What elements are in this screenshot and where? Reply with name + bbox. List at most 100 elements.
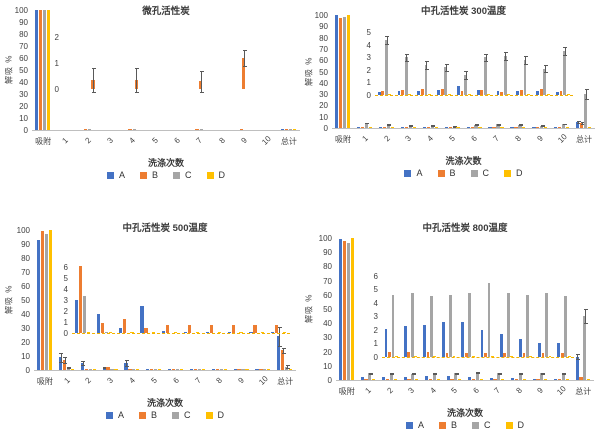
error-bar-cap bbox=[540, 126, 545, 128]
bar-series-C bbox=[464, 74, 467, 95]
bar-series-A bbox=[476, 89, 480, 95]
legend-swatch-C bbox=[472, 421, 480, 429]
error-bar-cap bbox=[523, 63, 528, 65]
error-bar-cap bbox=[575, 358, 580, 360]
error-bar-cap bbox=[365, 123, 370, 125]
bar-series-B bbox=[281, 350, 285, 370]
error-bar-cap bbox=[497, 372, 502, 374]
error-bar-cap bbox=[575, 354, 580, 356]
y-tick-label: 20 bbox=[323, 347, 332, 357]
bar-series-A bbox=[96, 314, 101, 333]
inset-y-tick-label: 5 bbox=[63, 274, 68, 284]
y-tick-label: 100 bbox=[16, 226, 30, 235]
error-bar-cap bbox=[563, 47, 568, 49]
bar-series-D bbox=[414, 356, 417, 357]
x-axis-title: 洗涤次数 bbox=[146, 398, 183, 408]
bar-series-D bbox=[452, 356, 456, 357]
bar-series-A bbox=[271, 331, 275, 333]
bar-series-C bbox=[583, 316, 587, 380]
plot-area bbox=[332, 15, 595, 129]
bar-series-A bbox=[575, 356, 579, 380]
y-tick-label: 80 bbox=[319, 33, 328, 43]
bar-series-B bbox=[450, 379, 454, 380]
bar-series-B bbox=[171, 369, 176, 370]
y-tick-label: 90 bbox=[319, 22, 328, 32]
bar-series-A bbox=[378, 127, 383, 128]
error-bar bbox=[64, 357, 66, 363]
bar-series-A bbox=[480, 329, 484, 357]
bar-series-B bbox=[209, 325, 213, 333]
bar-series-A bbox=[80, 363, 84, 370]
legend-label-C: C bbox=[184, 410, 191, 420]
chart-title: 微孔活性炭 bbox=[142, 6, 190, 17]
bar-series-C bbox=[219, 369, 223, 370]
bar-series-D bbox=[47, 10, 51, 130]
inset-baseline bbox=[72, 333, 290, 334]
y-tick-label: 90 bbox=[323, 248, 332, 258]
legend-item-D: D bbox=[206, 170, 225, 180]
error-bar-cap bbox=[562, 374, 567, 376]
inset-y-tick-label: 0 bbox=[63, 329, 68, 338]
legend: A B C D bbox=[336, 420, 594, 430]
bar-series-C bbox=[518, 373, 522, 380]
error-bar bbox=[426, 61, 428, 69]
inset-y-tick-label: 1 bbox=[373, 339, 378, 349]
legend-label-B: B bbox=[451, 420, 458, 430]
error-bar-cap bbox=[562, 123, 567, 125]
bar-series-D bbox=[395, 356, 398, 357]
error-bar bbox=[505, 52, 507, 60]
bar-series-C bbox=[545, 293, 548, 357]
legend-label-B: B bbox=[449, 168, 456, 178]
bar-series-B bbox=[493, 379, 497, 380]
bar-series-D bbox=[527, 94, 530, 95]
legend-item-D: D bbox=[504, 168, 523, 178]
y-tick-label: 0 bbox=[23, 126, 28, 135]
error-bar-cap bbox=[242, 65, 247, 67]
bar-series-B bbox=[150, 369, 154, 370]
error-bar-cap bbox=[67, 366, 72, 368]
error-bar-cap bbox=[103, 367, 108, 369]
bar-series-B bbox=[541, 352, 545, 357]
error-bar-cap bbox=[91, 91, 96, 93]
bar-series-B bbox=[580, 122, 584, 128]
error-bar bbox=[126, 360, 128, 366]
bar-series-A bbox=[417, 91, 421, 95]
bar-series-C bbox=[154, 369, 158, 370]
bar-series-D bbox=[388, 94, 392, 95]
y-tick-label: 70 bbox=[319, 44, 328, 54]
bar-series-C bbox=[564, 296, 568, 357]
bar-series-D bbox=[179, 369, 184, 370]
error-bar-cap bbox=[368, 372, 373, 374]
error-bar-cap bbox=[518, 124, 523, 126]
bar-series-B bbox=[83, 129, 88, 130]
legend-item-A: A bbox=[405, 420, 424, 430]
bar-series-A bbox=[211, 369, 215, 370]
error-bar bbox=[93, 68, 95, 92]
bar-series-C bbox=[104, 331, 108, 333]
error-bar-cap bbox=[464, 71, 469, 73]
legend-label-B: B bbox=[151, 410, 158, 420]
legend-swatch-A bbox=[105, 411, 113, 419]
error-bar-cap bbox=[484, 61, 489, 63]
bar-series-A bbox=[516, 91, 520, 95]
error-bar-cap bbox=[543, 64, 548, 66]
legend-swatch-D bbox=[504, 169, 512, 177]
bar-series-B bbox=[557, 379, 562, 380]
y-tick-label: 70 bbox=[21, 268, 30, 277]
bar-series-B bbox=[231, 325, 235, 333]
error-bar bbox=[465, 71, 467, 79]
y-tick-label: 60 bbox=[21, 282, 30, 291]
error-bar-cap bbox=[474, 124, 479, 126]
legend-item-A: A bbox=[106, 170, 125, 180]
inset-y-tick-label: 3 bbox=[366, 53, 371, 63]
error-bar-cap bbox=[562, 373, 567, 375]
bar-series-C bbox=[88, 369, 92, 370]
bar-series-B bbox=[480, 89, 484, 95]
error-bar-cap bbox=[91, 68, 96, 70]
bar-series-B bbox=[342, 240, 347, 380]
bar-series-D bbox=[529, 356, 533, 357]
bar-series-B bbox=[579, 377, 583, 380]
bar-series-B bbox=[519, 89, 523, 95]
bar-series-B bbox=[84, 368, 88, 370]
